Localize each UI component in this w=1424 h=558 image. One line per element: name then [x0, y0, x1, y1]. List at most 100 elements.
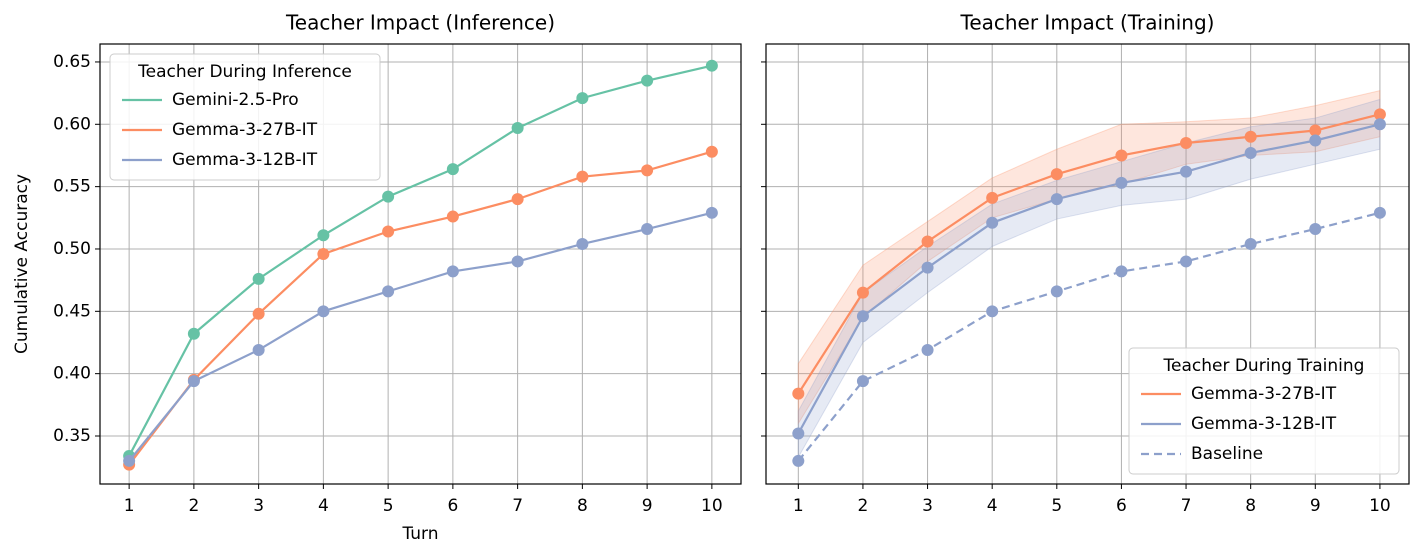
x-axis-label: Turn [401, 524, 438, 544]
data-point [856, 286, 869, 299]
x-tick-label: 7 [512, 496, 523, 516]
x-tick-label: 9 [642, 496, 653, 516]
data-point [382, 285, 395, 298]
data-point [705, 59, 718, 72]
x-tick-label: 6 [447, 496, 458, 516]
data-point [921, 343, 934, 356]
legend-label: Gemma-3-27B-IT [172, 120, 318, 140]
data-point [1050, 168, 1063, 181]
data-point [1373, 206, 1386, 219]
data-point [1373, 118, 1386, 131]
x-tick-label: 4 [318, 496, 329, 516]
data-point [641, 74, 654, 87]
series-line [128, 150, 713, 466]
x-tick-label: 6 [1116, 496, 1127, 516]
data-point [921, 261, 934, 274]
series-line [797, 123, 1381, 435]
y-tick-label: 0.65 [53, 52, 91, 72]
data-point [1309, 124, 1322, 137]
data-point [1180, 255, 1193, 268]
data-point [856, 310, 869, 323]
data-point [1309, 134, 1322, 147]
data-point [446, 210, 459, 223]
x-tick-label: 10 [701, 496, 723, 516]
data-point [317, 247, 330, 260]
y-axis-label: Cumulative Accuracy [12, 174, 32, 354]
data-point [576, 170, 589, 183]
data-point [1050, 193, 1063, 206]
chart-title: Teacher Impact (Training) [960, 11, 1215, 35]
x-tick-label: 1 [793, 496, 804, 516]
chart-title: Teacher Impact (Inference) [285, 11, 555, 35]
data-point [576, 237, 589, 250]
legend-box [1128, 347, 1400, 475]
data-point [1244, 146, 1257, 159]
data-point [187, 327, 200, 340]
data-point [1180, 136, 1193, 149]
data-point [317, 229, 330, 242]
data-point [986, 216, 999, 229]
data-point [382, 225, 395, 238]
data-point [705, 145, 718, 158]
legend-label: Gemma-3-12B-IT [1191, 414, 1337, 434]
axes-frame [765, 43, 1410, 485]
series-line [797, 113, 1381, 395]
data-point [641, 223, 654, 236]
data-point [446, 163, 459, 176]
series-line [128, 64, 713, 457]
data-point [123, 454, 136, 467]
data-point [1180, 165, 1193, 178]
data-point [576, 92, 589, 105]
y-tick-label: 0.50 [53, 239, 91, 259]
legend-box [109, 53, 381, 181]
data-point [252, 343, 265, 356]
x-tick-label: 5 [383, 496, 394, 516]
legend-title: Teacher During Training [1163, 356, 1365, 376]
data-point [1373, 108, 1386, 121]
data-point [511, 255, 524, 268]
data-point [382, 190, 395, 203]
y-tick-label: 0.60 [53, 114, 91, 134]
data-point [641, 164, 654, 177]
data-point [511, 122, 524, 135]
series-line [128, 211, 713, 462]
data-point [252, 272, 265, 285]
data-point [1050, 285, 1063, 298]
axes-frame [99, 43, 742, 485]
x-tick-label: 10 [1369, 496, 1391, 516]
data-point [792, 454, 805, 467]
x-tick-label: 3 [922, 496, 933, 516]
y-tick-label: 0.40 [53, 364, 91, 384]
data-point [986, 191, 999, 204]
data-point [856, 375, 869, 388]
data-point [1115, 176, 1128, 189]
data-point [792, 387, 805, 400]
x-tick-label: 1 [124, 496, 135, 516]
x-tick-label: 8 [1245, 496, 1256, 516]
x-tick-label: 3 [253, 496, 264, 516]
x-tick-label: 8 [577, 496, 588, 516]
data-point [921, 235, 934, 248]
x-tick-label: 2 [188, 496, 199, 516]
legend-label: Gemma-3-12B-IT [172, 150, 318, 170]
series-line [797, 211, 1381, 462]
data-point [1309, 223, 1322, 236]
x-tick-label: 4 [987, 496, 998, 516]
data-point [1115, 265, 1128, 278]
x-tick-label: 2 [858, 496, 869, 516]
x-tick-label: 5 [1051, 496, 1062, 516]
x-tick-label: 7 [1181, 496, 1192, 516]
y-tick-label: 0.35 [53, 426, 91, 446]
confidence-band [797, 90, 1381, 426]
y-tick-label: 0.55 [53, 177, 91, 197]
data-point [705, 206, 718, 219]
legend-label: Gemma-3-27B-IT [1191, 384, 1337, 404]
data-point [317, 305, 330, 318]
data-point [1244, 130, 1257, 143]
data-point [511, 193, 524, 206]
data-point [986, 305, 999, 318]
legend-label: Baseline [1191, 444, 1263, 464]
data-point [1244, 237, 1257, 250]
